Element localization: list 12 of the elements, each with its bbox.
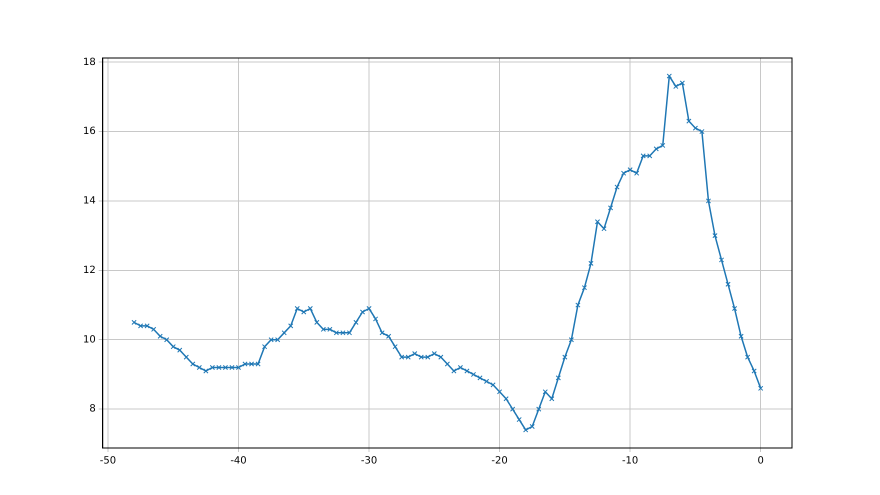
x-tick-label: -20 bbox=[491, 456, 508, 467]
y-tick-label: 18 bbox=[82, 56, 96, 68]
x-tick-label: -40 bbox=[230, 456, 247, 467]
x-tick-label: -50 bbox=[100, 456, 116, 467]
y-tick-label: 8 bbox=[89, 404, 96, 415]
y-tick-label: 16 bbox=[82, 126, 96, 138]
x-tick-label: -30 bbox=[360, 456, 378, 467]
x-tick-label: -10 bbox=[622, 456, 638, 467]
y-tick-label: 12 bbox=[82, 264, 96, 276]
y-tick-label: 14 bbox=[82, 196, 96, 207]
y-tick-label: 10 bbox=[82, 334, 96, 346]
x-tick-label: 0 bbox=[757, 456, 764, 467]
